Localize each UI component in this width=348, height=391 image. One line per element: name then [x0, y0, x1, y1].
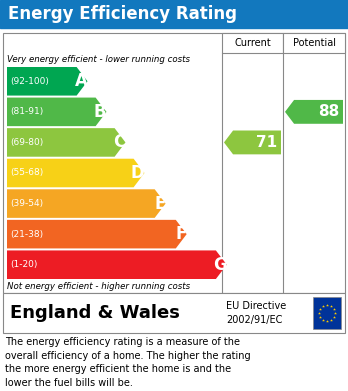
Polygon shape — [7, 250, 227, 279]
Polygon shape — [224, 131, 281, 154]
Text: D: D — [131, 164, 144, 182]
Text: (92-100): (92-100) — [10, 77, 49, 86]
Bar — [3, 293, 345, 333]
Polygon shape — [285, 100, 343, 124]
Text: B: B — [94, 103, 106, 121]
Text: A: A — [74, 72, 87, 90]
Text: 88: 88 — [318, 104, 339, 119]
Text: E: E — [154, 195, 166, 213]
Text: Not energy efficient - higher running costs: Not energy efficient - higher running co… — [7, 282, 190, 291]
Text: G: G — [213, 256, 227, 274]
Bar — [0, 0, 348, 28]
Text: The energy efficiency rating is a measure of the
overall efficiency of a home. T: The energy efficiency rating is a measur… — [5, 337, 251, 388]
Bar — [222, 33, 283, 53]
Bar — [313, 297, 341, 329]
Text: Energy Efficiency Rating: Energy Efficiency Rating — [8, 5, 237, 23]
Text: Very energy efficient - lower running costs: Very energy efficient - lower running co… — [7, 55, 190, 64]
Text: Current: Current — [234, 38, 271, 48]
Text: (69-80): (69-80) — [10, 138, 43, 147]
Text: (39-54): (39-54) — [10, 199, 43, 208]
Text: F: F — [175, 225, 187, 243]
Text: EU Directive
2002/91/EC: EU Directive 2002/91/EC — [226, 301, 286, 325]
Text: C: C — [113, 133, 126, 151]
Text: 71: 71 — [256, 135, 277, 150]
Polygon shape — [7, 159, 144, 187]
Polygon shape — [7, 189, 166, 218]
Text: (21-38): (21-38) — [10, 230, 43, 239]
Polygon shape — [7, 220, 187, 248]
Text: (55-68): (55-68) — [10, 169, 43, 178]
Polygon shape — [7, 128, 126, 157]
Text: England & Wales: England & Wales — [10, 304, 180, 322]
Bar — [3, 33, 345, 293]
Polygon shape — [7, 67, 87, 95]
Text: (81-91): (81-91) — [10, 108, 43, 117]
Polygon shape — [7, 98, 106, 126]
Text: (1-20): (1-20) — [10, 260, 37, 269]
Text: Potential: Potential — [293, 38, 335, 48]
Bar — [283, 33, 345, 53]
